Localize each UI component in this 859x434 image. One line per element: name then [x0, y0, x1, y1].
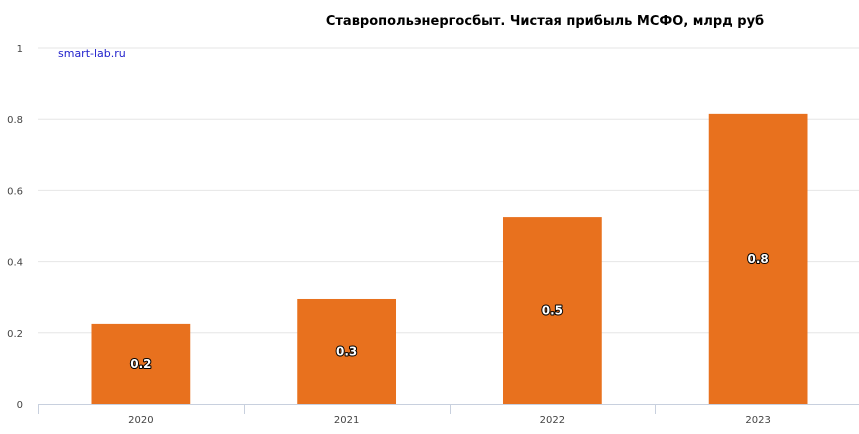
x-tick-label: 2023	[745, 415, 770, 426]
y-tick-label: 1	[17, 44, 23, 55]
y-tick-label: 0.4	[7, 258, 23, 269]
data-label: 0.2	[130, 357, 151, 371]
y-tick-label: 0.8	[7, 115, 23, 126]
bars	[91, 113, 808, 405]
x-tick-label: 2022	[540, 415, 565, 426]
data-label: 0.3	[336, 344, 357, 358]
data-label: 0.8	[747, 252, 768, 266]
data-labels: 0.2 0.3 0.5 0.8	[129, 251, 770, 372]
chart-title: Ставропольэнергосбыт. Чистая прибыль МСФ…	[325, 14, 765, 29]
y-tick-label: 0.2	[7, 329, 23, 340]
bar-2021	[297, 298, 397, 404]
y-tick-label: 0	[17, 400, 23, 411]
y-axis-tick-labels: 0 0.2 0.4 0.6 0.8 1	[7, 44, 23, 411]
bar-2023	[708, 113, 808, 405]
x-tick-label: 2021	[334, 415, 359, 426]
x-axis: 2020 2021 2022 2023	[38, 404, 859, 426]
bar-2022	[502, 217, 602, 404]
x-tick-label: 2020	[128, 415, 153, 426]
watermark: smart-lab.ru	[58, 47, 126, 60]
data-label: 0.5	[542, 304, 563, 318]
y-tick-label: 0.6	[7, 186, 23, 197]
bar-2020	[91, 323, 191, 404]
